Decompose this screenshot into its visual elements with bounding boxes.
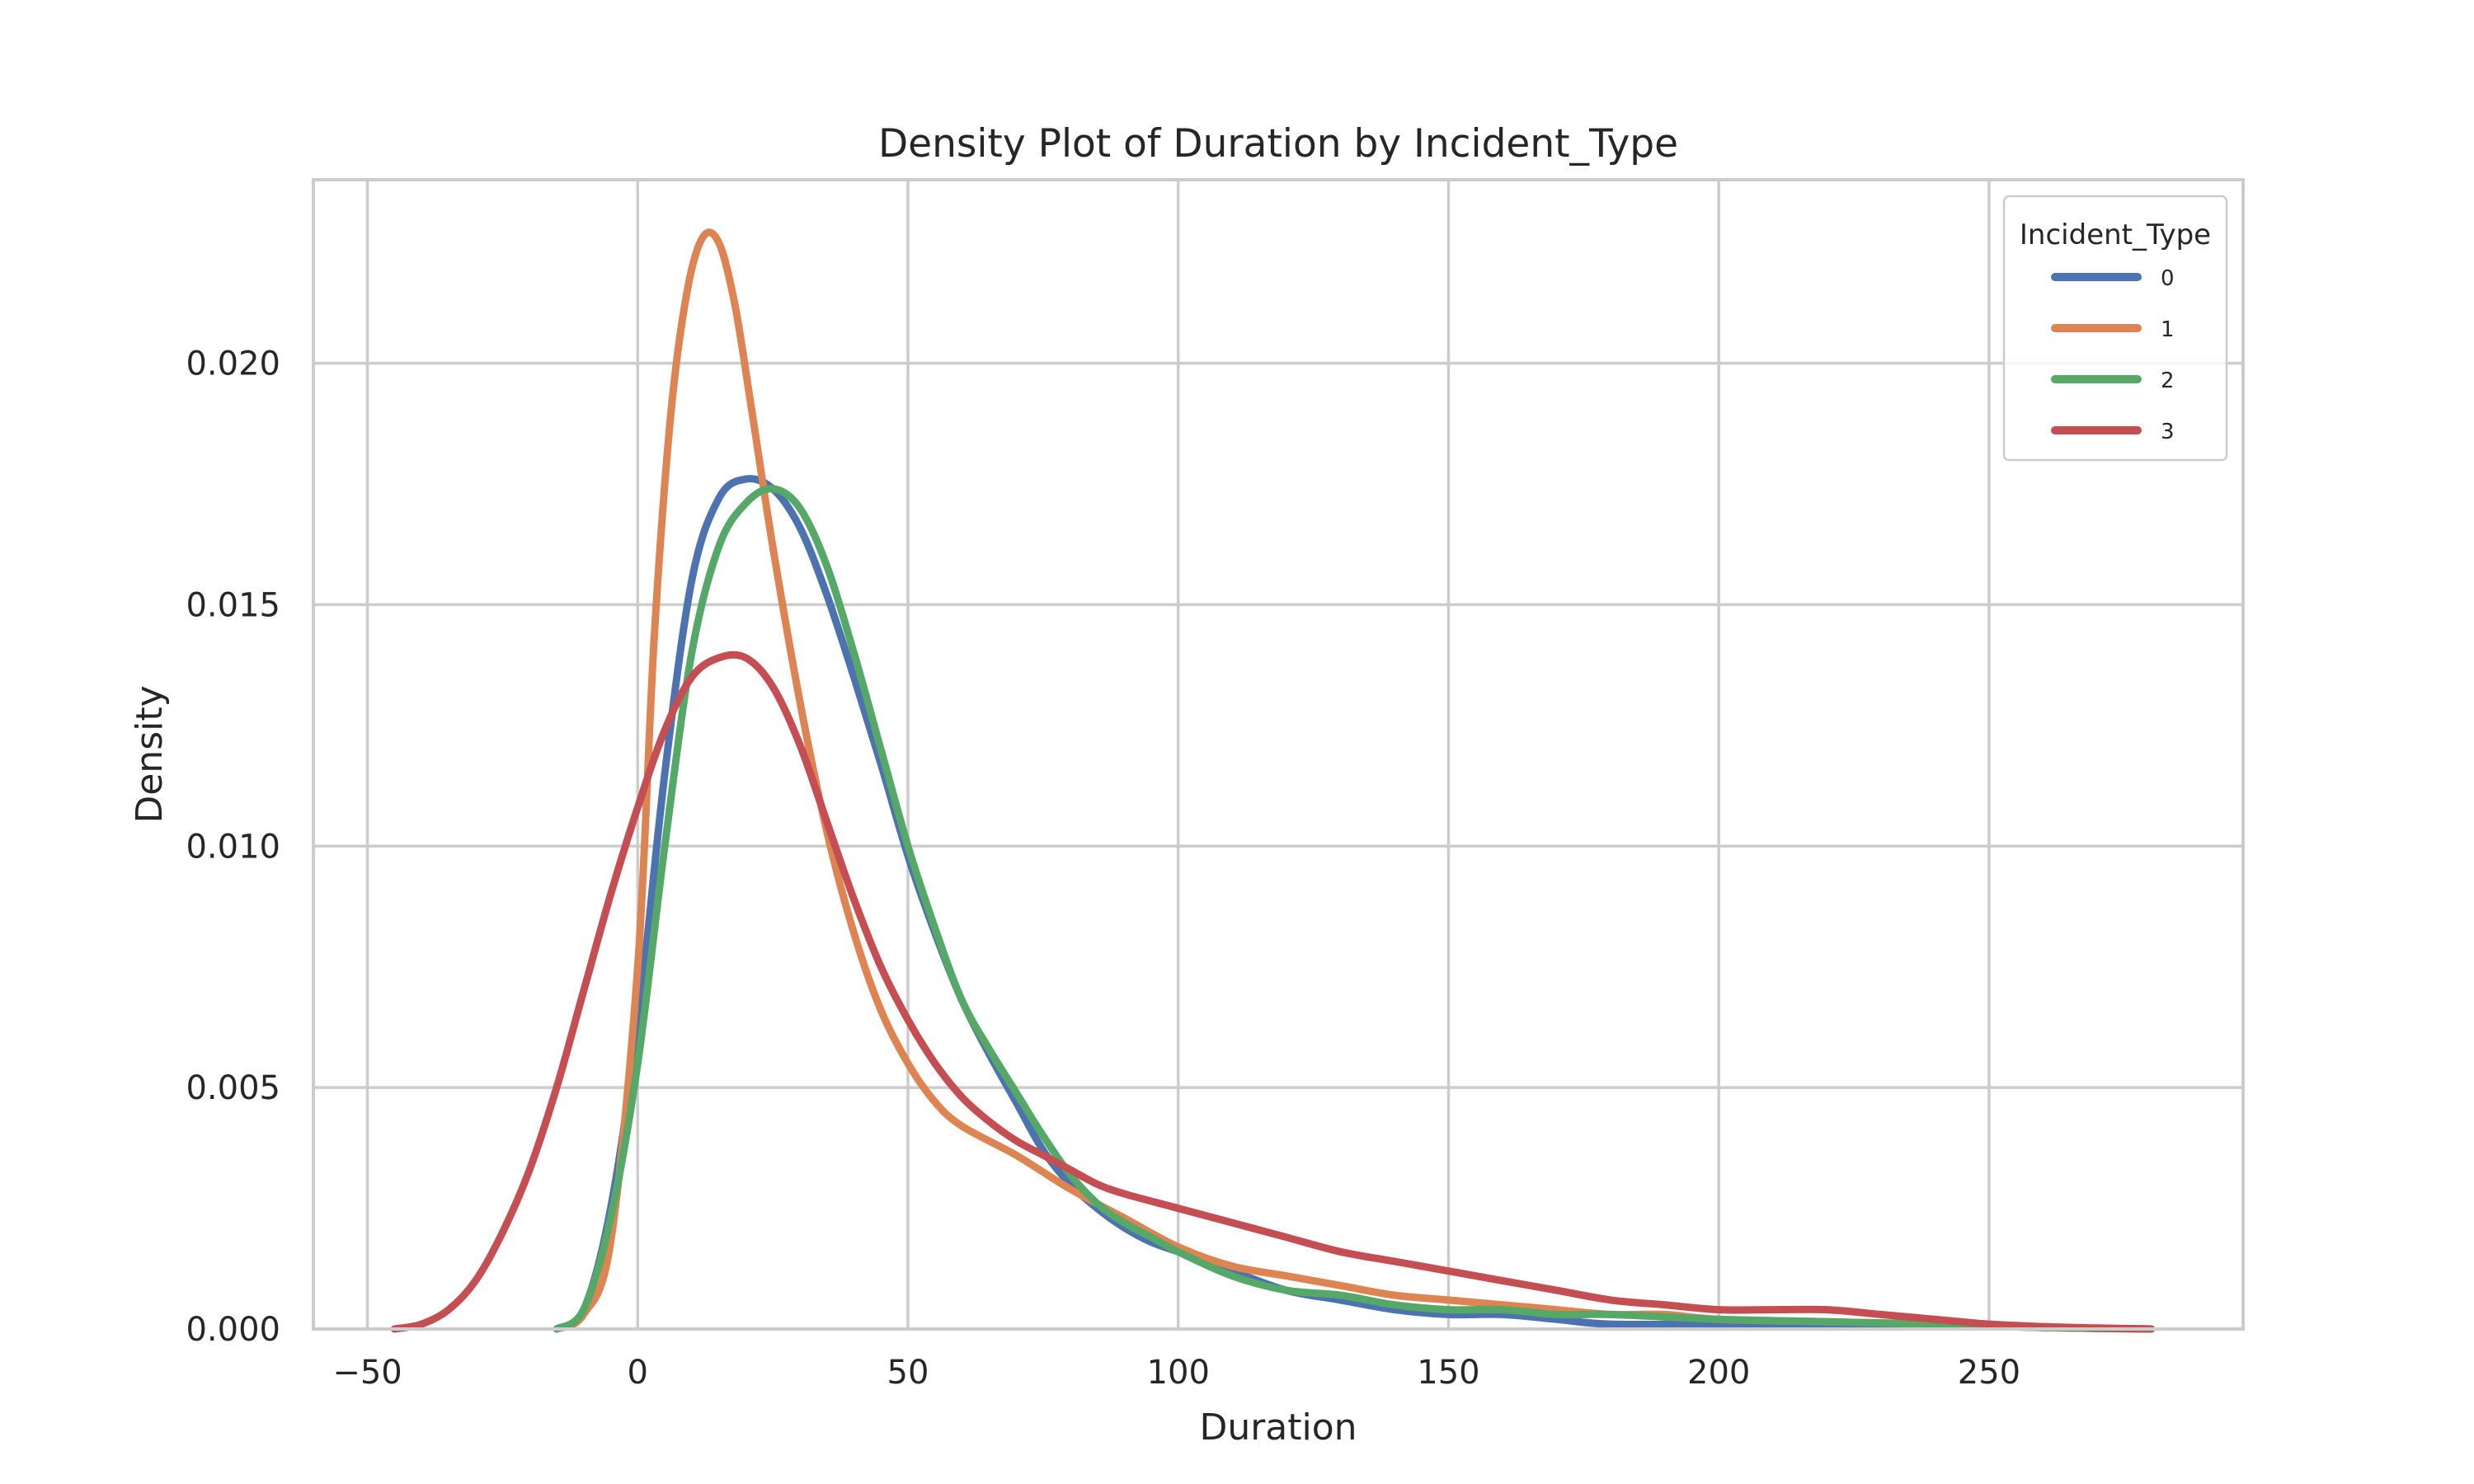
x-tick-label: 50 bbox=[887, 1354, 929, 1392]
y-tick-label: 0.000 bbox=[186, 1311, 280, 1349]
y-tick-label: 0.010 bbox=[186, 828, 280, 866]
legend: Incident_Type 0 1 2 3 bbox=[2002, 195, 2228, 462]
y-tick-label: 0.020 bbox=[186, 345, 280, 383]
x-axis-title: Duration bbox=[1199, 1407, 1357, 1449]
x-tick-label: 100 bbox=[1147, 1354, 1210, 1392]
legend-title: Incident_Type bbox=[2020, 218, 2211, 251]
legend-items: 0 1 2 3 bbox=[2051, 266, 2175, 444]
x-tick-label: 150 bbox=[1417, 1354, 1479, 1392]
density-line-series-3 bbox=[390, 650, 2156, 1333]
legend-label-1: 1 bbox=[2161, 317, 2175, 342]
legend-label-2: 2 bbox=[2161, 369, 2175, 393]
x-tick-label: 250 bbox=[1958, 1354, 2020, 1392]
plot-frame bbox=[312, 178, 2245, 1331]
x-tick-label: 0 bbox=[628, 1354, 648, 1392]
y-tick-label: 0.005 bbox=[186, 1069, 280, 1107]
y-axis-title: Density bbox=[129, 685, 171, 823]
chart-title: Density Plot of Duration by Incident_Typ… bbox=[878, 121, 1678, 167]
y-tick-labels: 0.000 0.005 0.010 0.015 0.020 bbox=[186, 345, 280, 1349]
series-lines bbox=[390, 228, 2156, 1333]
x-tick-labels: −50 0 50 100 150 200 250 bbox=[332, 1354, 2020, 1392]
density-line-series-0 bbox=[553, 475, 2156, 1333]
x-tick-label: 200 bbox=[1687, 1354, 1750, 1392]
x-tick-label: −50 bbox=[332, 1354, 402, 1392]
y-tick-label: 0.015 bbox=[186, 586, 280, 624]
legend-label-0: 0 bbox=[2161, 266, 2175, 291]
legend-label-3: 3 bbox=[2161, 420, 2175, 444]
